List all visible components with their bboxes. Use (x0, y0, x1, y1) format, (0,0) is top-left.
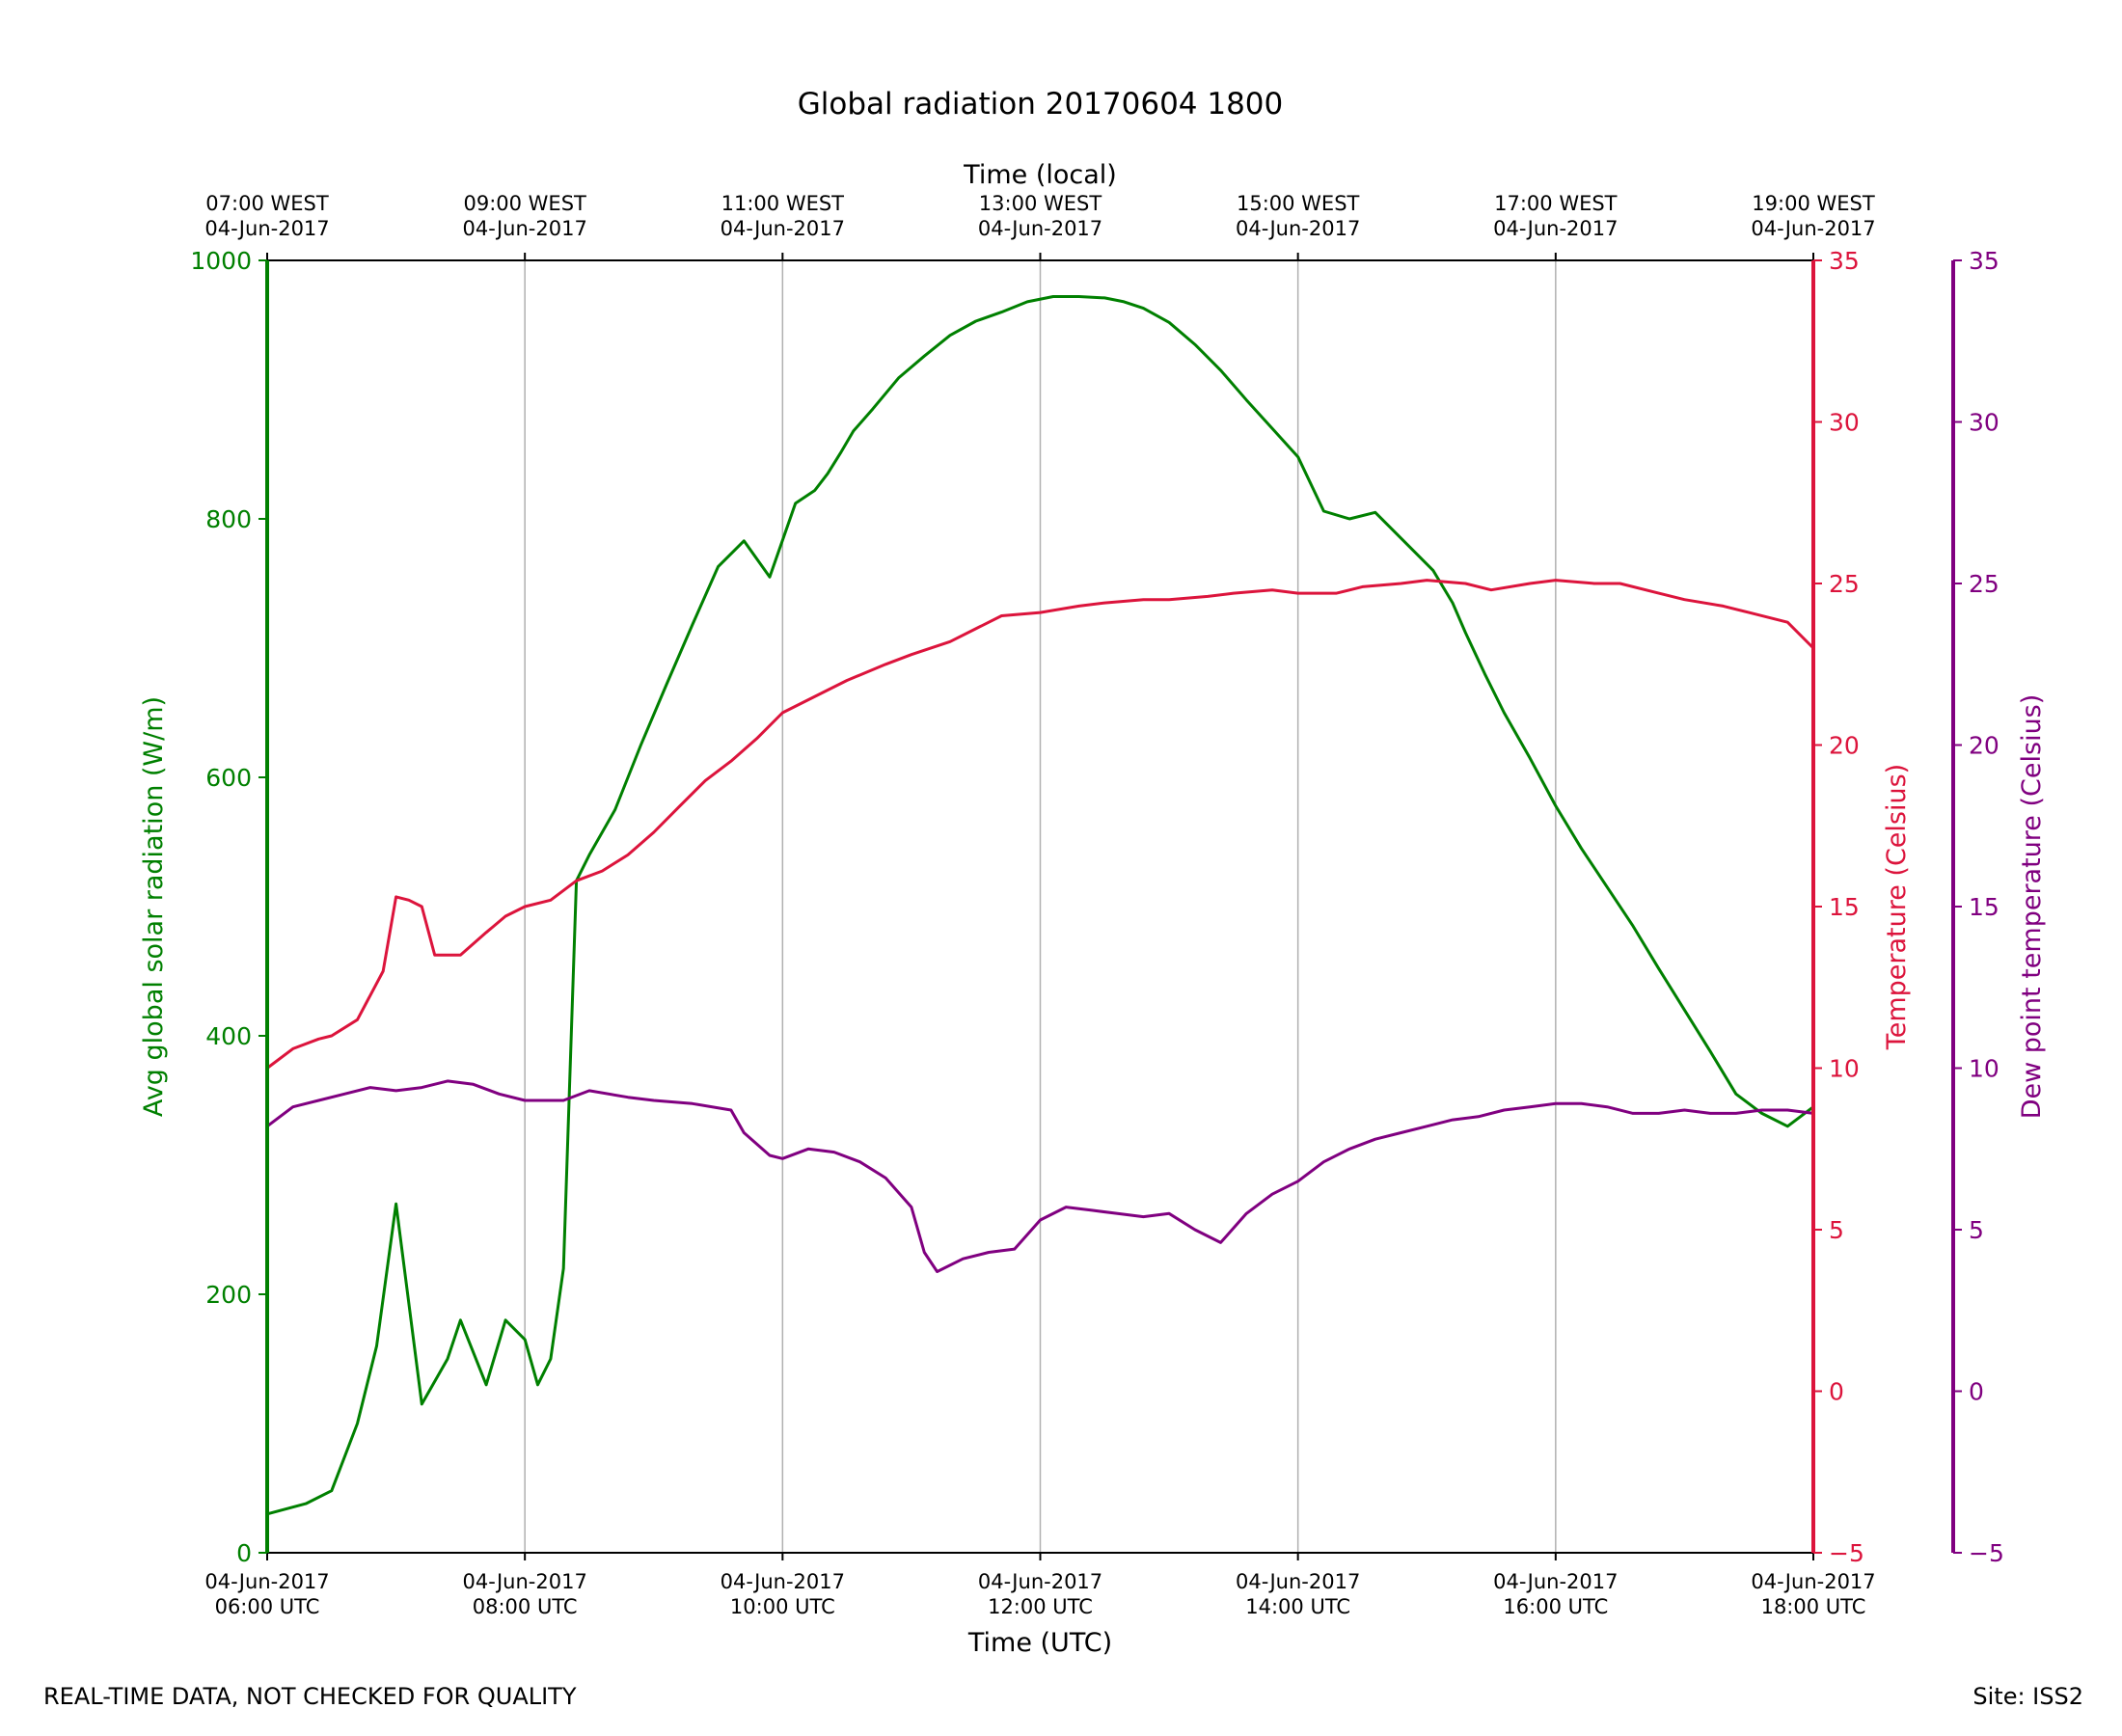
temperature-tick-label-1: 0 (1829, 1378, 1844, 1406)
radiation-tick-label-3: 600 (205, 764, 252, 792)
bottom-tick-date-1: 04-Jun-2017 (463, 1570, 587, 1593)
temperature-tick-label-4: 15 (1829, 893, 1860, 921)
top-tick-time-4: 15:00 WEST (1237, 192, 1360, 215)
series-line-dewpoint (266, 1079, 1814, 1273)
bottom-tick-time-6: 18:00 UTC (1761, 1595, 1866, 1618)
temperature-tick-label-0: −5 (1829, 1539, 1864, 1567)
top-tick-time-1: 09:00 WEST (463, 192, 586, 215)
temperature-tick-label-7: 30 (1829, 409, 1860, 437)
vertical-gridlines (524, 260, 1557, 1553)
dewpoint-tick-label-2: 5 (1969, 1216, 1984, 1244)
bottom-tick-time-3: 12:00 UTC (988, 1595, 1093, 1618)
bottom-tick-date-4: 04-Jun-2017 (1236, 1570, 1360, 1593)
bottom-tick-date-5: 04-Jun-2017 (1493, 1570, 1618, 1593)
dewpoint-tick-label-0: −5 (1969, 1539, 2004, 1567)
top-tick-date-2: 04-Jun-2017 (721, 217, 845, 240)
top-axis-label: Time (local) (963, 160, 1117, 190)
radiation-tick-label-1: 200 (205, 1281, 252, 1309)
series-line-temperature (266, 579, 1815, 1070)
dewpoint-tick-label-7: 30 (1969, 409, 2000, 437)
dewpoint-tick-label-6: 25 (1969, 570, 2000, 598)
temperature-tick-label-8: 35 (1829, 247, 1860, 275)
temperature-axis-label: Temperature (Celsius) (1882, 764, 1912, 1050)
radiation-tick-label-5: 1000 (190, 247, 252, 275)
top-tick-date-3: 04-Jun-2017 (978, 217, 1102, 240)
series-layer (266, 295, 1815, 1516)
top-tick-date-6: 04-Jun-2017 (1751, 217, 1875, 240)
bottom-tick-time-4: 14:00 UTC (1245, 1595, 1350, 1618)
dewpoint-tick-label-1: 0 (1969, 1378, 1984, 1406)
bottom-axis-label: Time (UTC) (967, 1628, 1112, 1658)
dewpoint-axis-label: Dew point temperature (Celsius) (2017, 694, 2047, 1120)
top-tick-date-0: 04-Jun-2017 (204, 217, 329, 240)
dewpoint-tick-label-5: 20 (1969, 732, 2000, 760)
top-tick-date-1: 04-Jun-2017 (463, 217, 587, 240)
bottom-tick-date-2: 04-Jun-2017 (721, 1570, 845, 1593)
chart-title: Global radiation 20170604 1800 (798, 87, 1284, 122)
top-tick-time-6: 19:00 WEST (1752, 192, 1875, 215)
temperature-tick-label-2: 5 (1829, 1216, 1844, 1244)
quality-disclaimer: REAL-TIME DATA, NOT CHECKED FOR QUALITY (43, 1683, 577, 1710)
bottom-tick-date-6: 04-Jun-2017 (1751, 1570, 1875, 1593)
site-label: Site: ISS2 (1972, 1683, 2083, 1710)
axes-layer (258, 253, 1962, 1560)
top-tick-time-0: 07:00 WEST (205, 192, 329, 215)
temperature-tick-label-6: 25 (1829, 570, 1860, 598)
top-tick-time-2: 11:00 WEST (721, 192, 845, 215)
radiation-axis-label: Avg global solar radiation (W/m) (139, 696, 169, 1117)
temperature-tick-label-3: 10 (1829, 1055, 1860, 1083)
bottom-tick-date-0: 04-Jun-2017 (204, 1570, 329, 1593)
bottom-tick-time-2: 10:00 UTC (730, 1595, 835, 1618)
top-tick-date-5: 04-Jun-2017 (1493, 217, 1618, 240)
temperature-tick-label-5: 20 (1829, 732, 1860, 760)
dewpoint-tick-label-8: 35 (1969, 247, 2000, 275)
series-line-radiation (266, 295, 1814, 1516)
top-tick-time-5: 17:00 WEST (1494, 192, 1618, 215)
bottom-tick-time-0: 06:00 UTC (215, 1595, 320, 1618)
bottom-tick-time-5: 16:00 UTC (1503, 1595, 1608, 1618)
radiation-tick-label-2: 400 (205, 1022, 252, 1050)
radiation-tick-label-4: 800 (205, 505, 252, 533)
top-tick-time-3: 13:00 WEST (979, 192, 1102, 215)
bottom-tick-time-1: 08:00 UTC (473, 1595, 578, 1618)
top-tick-date-4: 04-Jun-2017 (1236, 217, 1360, 240)
dewpoint-tick-label-4: 15 (1969, 893, 2000, 921)
bottom-tick-date-3: 04-Jun-2017 (978, 1570, 1102, 1593)
radiation-tick-label-0: 0 (236, 1539, 252, 1567)
dewpoint-tick-label-3: 10 (1969, 1055, 2000, 1083)
